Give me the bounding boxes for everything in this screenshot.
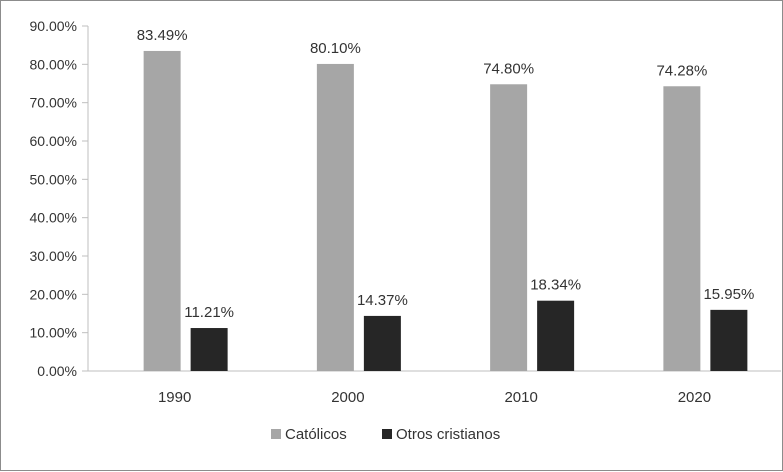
x-category-label: 2020: [678, 389, 711, 406]
data-label: 18.34%: [530, 277, 581, 294]
legend-swatch: [271, 429, 281, 439]
legend-label: Católicos: [285, 426, 347, 443]
y-tick-label: 90.00%: [30, 18, 77, 34]
bar-catolicos: [490, 84, 528, 372]
y-tick-label: 20.00%: [30, 286, 77, 302]
bar-otros-cristianos: [190, 328, 228, 371]
bar-otros-cristianos: [363, 315, 401, 371]
y-tick-label: 40.00%: [30, 210, 77, 226]
x-category-label: 1990: [158, 389, 191, 406]
y-tick-label: 50.00%: [30, 171, 77, 187]
bar-otros-cristianos: [710, 309, 748, 371]
bar-otros-cristianos: [537, 300, 575, 371]
legend-label: Otros cristianos: [396, 426, 500, 443]
data-label: 74.28%: [656, 62, 707, 79]
data-label: 74.80%: [483, 60, 534, 77]
x-category-label: 2000: [331, 389, 364, 406]
data-label: 11.21%: [184, 304, 234, 321]
x-category-label: 2010: [504, 389, 537, 406]
y-tick-label: 60.00%: [30, 133, 77, 149]
data-label: 83.49%: [137, 27, 188, 44]
y-tick-label: 10.00%: [30, 325, 77, 341]
data-label: 14.37%: [357, 292, 408, 309]
bar-catolicos: [316, 63, 354, 371]
y-tick-label: 0.00%: [37, 363, 77, 379]
legend-swatch: [382, 429, 392, 439]
y-tick-label: 80.00%: [30, 56, 77, 72]
data-label: 80.10%: [310, 40, 361, 57]
y-tick-label: 30.00%: [30, 248, 77, 264]
data-label: 15.95%: [703, 286, 754, 303]
bar-catolicos: [143, 50, 181, 372]
y-tick-label: 70.00%: [30, 95, 77, 111]
bar-catolicos: [663, 86, 701, 371]
